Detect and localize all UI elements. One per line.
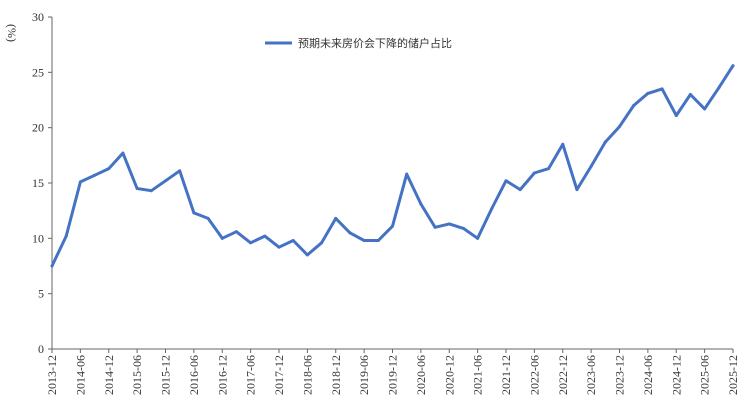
data-point — [93, 173, 97, 177]
data-point — [504, 179, 508, 183]
x-tick-label: 2023-12 — [613, 355, 627, 395]
data-point — [731, 64, 735, 68]
y-tick-label: 30 — [32, 10, 44, 24]
y-tick-label: 20 — [32, 121, 44, 135]
x-tick-label: 2024-06 — [641, 355, 655, 395]
data-point — [703, 107, 707, 111]
x-tick-label: 2014-12 — [102, 355, 116, 395]
x-tick-label: 2021-12 — [499, 355, 513, 395]
series-layer — [50, 64, 735, 268]
x-tick-label: 2024-12 — [669, 355, 683, 395]
x-tick-label: 2017-06 — [244, 355, 258, 395]
x-tick-label: 2018-12 — [329, 355, 343, 395]
data-point — [320, 241, 324, 245]
y-tick-label: 5 — [38, 287, 44, 301]
data-point — [149, 189, 153, 193]
x-tick-label: 2020-12 — [442, 355, 456, 395]
y-axis-unit-label: (%) — [5, 24, 19, 42]
data-point — [575, 188, 579, 192]
x-tick-label: 2015-06 — [130, 355, 144, 395]
data-point — [362, 239, 366, 243]
data-point — [717, 86, 721, 90]
data-point — [305, 253, 309, 257]
x-axis: 2013-12 2014-06 2014-12 2015-06 2015-12 2016-… — [45, 349, 740, 395]
y-tick-label: 15 — [32, 176, 44, 190]
data-point — [660, 87, 664, 91]
legend-label: 预期未来房价会下降的储户占比 — [298, 36, 452, 50]
data-point — [291, 239, 295, 243]
x-tick-label: 2020-06 — [414, 355, 428, 395]
data-point — [64, 234, 68, 238]
x-tick-label: 2025-06 — [698, 355, 712, 395]
data-point — [220, 236, 224, 240]
data-point — [490, 206, 494, 210]
legend: 预期未来房价会下降的储户占比 — [265, 36, 452, 50]
data-point — [589, 164, 593, 168]
data-point — [547, 167, 551, 171]
x-tick-label: 2014-06 — [73, 355, 87, 395]
x-tick-label: 2015-12 — [159, 355, 173, 395]
series-line — [50, 64, 735, 268]
y-tick-label: 10 — [32, 231, 44, 245]
data-point — [263, 234, 267, 238]
data-point — [618, 125, 621, 129]
data-point — [674, 113, 678, 117]
x-tick-label: 2016-12 — [215, 355, 229, 395]
x-tick-label: 2016-06 — [187, 355, 201, 395]
data-point — [334, 216, 338, 220]
data-point — [249, 241, 253, 245]
data-point — [433, 225, 437, 229]
data-point — [121, 151, 125, 155]
y-tick-label: 0 — [38, 342, 44, 356]
data-point — [348, 231, 352, 235]
data-point — [135, 187, 139, 191]
data-point — [277, 245, 281, 249]
data-point — [391, 224, 394, 228]
data-point — [518, 188, 522, 192]
data-point — [603, 140, 607, 144]
data-point — [447, 222, 451, 226]
data-point — [632, 104, 636, 108]
x-tick-label: 2019-12 — [386, 355, 400, 395]
data-point — [206, 216, 210, 220]
data-point — [419, 202, 423, 206]
data-point — [405, 172, 409, 176]
x-tick-label: 2017-12 — [272, 355, 286, 395]
x-tick-label: 2018-06 — [300, 355, 314, 395]
x-tick-label: 2023-06 — [584, 355, 598, 395]
data-point — [476, 236, 480, 240]
data-point — [78, 180, 82, 184]
x-tick-label: 2021-06 — [471, 355, 485, 395]
x-tick-label: 2025-12 — [726, 355, 740, 395]
data-point — [234, 230, 238, 234]
data-point — [178, 169, 182, 173]
data-point — [164, 179, 167, 183]
y-axis: 0 5 10 15 20 25 30 — [32, 10, 52, 356]
data-point — [376, 239, 380, 243]
x-tick-label: 2019-06 — [357, 355, 371, 395]
data-point — [192, 211, 196, 215]
data-point — [688, 92, 692, 96]
data-point — [461, 226, 465, 230]
x-tick-label: 2022-06 — [527, 355, 541, 395]
data-point — [561, 142, 565, 146]
y-tick-label: 25 — [32, 65, 44, 79]
data-point — [50, 264, 54, 268]
data-point — [107, 167, 111, 171]
x-tick-label: 2013-12 — [45, 355, 59, 395]
data-point — [532, 171, 536, 175]
x-tick-label: 2022-12 — [556, 355, 570, 395]
data-point — [646, 91, 650, 95]
